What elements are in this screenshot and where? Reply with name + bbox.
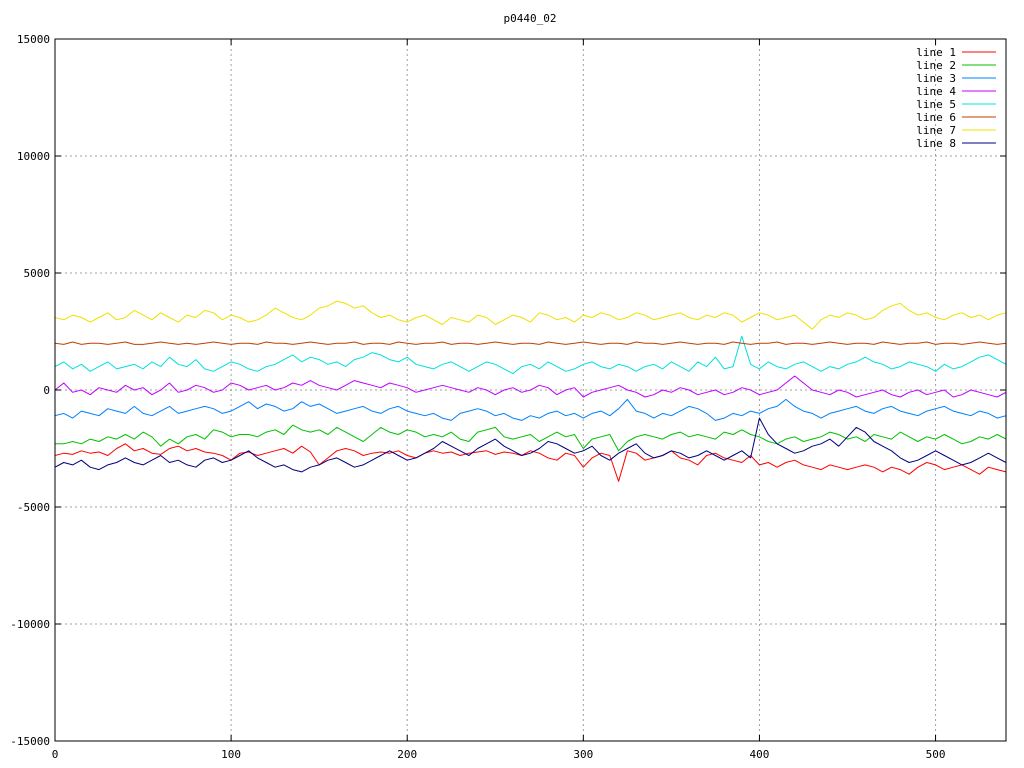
series-line-4: [54, 338, 1007, 445]
x-tick-label: 400: [750, 748, 770, 761]
x-tick-label: 200: [397, 748, 417, 761]
legend-label: line 7: [916, 124, 956, 137]
legend-label: line 8: [916, 137, 956, 150]
series-line-7: [54, 272, 1007, 365]
y-tick-label: 5000: [24, 267, 51, 280]
y-tick-label: 15000: [17, 33, 50, 46]
series-line-6: [54, 341, 1007, 345]
chart-title: p0440_02: [504, 12, 557, 25]
legend-label: line 6: [916, 111, 956, 124]
y-tick-label: 10000: [17, 150, 50, 163]
y-tick-label: 0: [43, 384, 50, 397]
x-tick-label: 0: [52, 748, 59, 761]
x-tick-label: 500: [926, 748, 946, 761]
series-lines: [54, 272, 1007, 515]
series-line-2: [55, 394, 1007, 471]
series-line-1: [54, 443, 1007, 485]
x-tick-label: 100: [221, 748, 241, 761]
legend-label: line 5: [916, 98, 956, 111]
axis-ticks: -15000 -10000 -5000 0 5000 10000 15000 0 100 200 3…: [10, 33, 1006, 761]
x-tick-label: 300: [573, 748, 593, 761]
y-tick-label: -15000: [10, 735, 50, 748]
series-line-5: [54, 331, 1007, 438]
legend-label: line 2: [916, 59, 956, 72]
legend-label: line 4: [916, 85, 956, 98]
legend-label: line 3: [916, 72, 956, 85]
y-tick-label: -10000: [10, 618, 50, 631]
series-line-8: [54, 417, 1007, 515]
series-line-3: [54, 387, 1007, 452]
legend-label: line 1: [916, 46, 956, 59]
y-tick-label: -5000: [17, 501, 50, 514]
